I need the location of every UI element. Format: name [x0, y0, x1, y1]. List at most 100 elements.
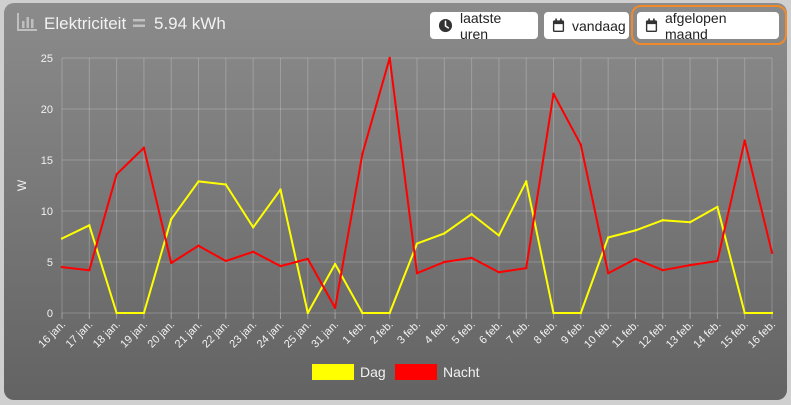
data-point-dag — [197, 180, 200, 183]
data-point-dag — [716, 205, 719, 209]
legend-swatch-nacht — [395, 364, 437, 380]
data-point-nacht — [552, 92, 555, 95]
y-tick-label: 5 — [47, 257, 53, 269]
bar-chart-icon — [16, 12, 38, 37]
x-tick-label: 18 jan. — [91, 319, 123, 351]
recent-hours-label: laatste uren — [460, 9, 502, 42]
data-point-nacht — [661, 268, 664, 272]
data-point-dag — [661, 218, 664, 222]
data-point-dag — [279, 188, 282, 191]
data-point-dag — [497, 234, 501, 237]
data-point-nacht — [333, 306, 337, 310]
data-point-nacht — [361, 152, 364, 156]
data-point-nacht — [579, 143, 583, 146]
data-point-dag — [115, 311, 118, 315]
card-header: Elektriciteit 5.94 kWh laatste uren v — [4, 3, 787, 45]
data-point-nacht — [470, 256, 473, 260]
data-point-dag — [743, 311, 746, 315]
data-point-dag — [415, 242, 419, 245]
x-tick-label: 24 jan. — [255, 319, 287, 351]
x-tick-label: 20 jan. — [146, 319, 178, 351]
data-point-dag — [88, 224, 91, 227]
total-energy-value: 5.94 kWh — [154, 14, 226, 33]
y-tick-label: 15 — [41, 155, 53, 167]
data-point-dag — [251, 226, 255, 229]
data-point-dag — [525, 180, 528, 183]
x-tick-label: 12 feb. — [637, 319, 669, 351]
data-point-dag — [770, 311, 774, 315]
data-point-dag — [470, 212, 473, 216]
data-point-nacht — [306, 257, 309, 261]
x-tick-label: 16 feb. — [746, 319, 778, 351]
data-point-dag — [579, 311, 583, 315]
x-tick-label: 5 feb. — [450, 319, 478, 347]
data-point-dag — [170, 217, 173, 221]
data-point-nacht — [743, 139, 746, 142]
data-point-nacht — [224, 259, 228, 263]
legend-label-nacht: Nacht — [443, 364, 480, 380]
legend-label-dag: Dag — [360, 364, 386, 380]
data-point-dag — [224, 183, 228, 186]
y-axis-label: W — [15, 179, 29, 191]
data-point-nacht — [88, 268, 91, 272]
data-point-nacht — [170, 261, 173, 265]
x-tick-label: 2 feb. — [368, 319, 396, 347]
data-point-dag — [606, 236, 610, 239]
today-button[interactable]: vandaag — [544, 12, 629, 39]
data-point-nacht — [388, 56, 391, 60]
calendar-icon — [645, 18, 658, 32]
data-point-dag — [60, 237, 64, 240]
data-point-dag — [634, 229, 637, 232]
electricity-line-chart: 0 5 10 15 20 25 16 jan.17 jan.18 jan.19 jan.20… — [15, 53, 778, 380]
y-tick-label: 25 — [41, 53, 53, 65]
x-tick-label: 21 jan. — [173, 319, 205, 351]
focus-ring — [631, 5, 787, 45]
legend-swatch-dag — [312, 364, 354, 380]
x-tick-label: 3 feb. — [395, 319, 423, 347]
x-tick-label: 13 feb. — [664, 319, 696, 351]
data-point-nacht — [525, 266, 528, 270]
x-tick-label: 15 feb. — [719, 319, 751, 351]
data-point-nacht — [142, 146, 146, 149]
x-tick-label: 6 feb. — [477, 319, 505, 347]
data-point-nacht — [497, 271, 501, 274]
data-point-dag — [306, 311, 309, 315]
data-point-nacht — [634, 257, 637, 261]
y-tick-label: 20 — [41, 104, 53, 116]
today-label: vandaag — [572, 17, 626, 34]
data-point-nacht — [770, 251, 774, 255]
data-point-dag — [388, 311, 391, 315]
x-tick-label: 31 jan. — [309, 319, 341, 351]
x-tick-label: 7 feb. — [504, 319, 532, 347]
y-tick-label: 10 — [41, 206, 53, 218]
x-tick-label: 4 feb. — [422, 319, 450, 347]
x-tick-label: 10 feb. — [582, 319, 614, 351]
data-point-dag — [142, 311, 146, 315]
data-point-nacht — [716, 259, 719, 263]
y-tick-label: 0 — [47, 308, 53, 320]
data-point-nacht — [251, 250, 255, 253]
x-tick-label: 17 jan. — [64, 319, 96, 351]
data-point-dag — [552, 311, 555, 315]
recent-hours-button[interactable]: laatste uren — [430, 9, 538, 42]
data-point-dag — [443, 232, 446, 235]
data-point-nacht — [279, 264, 282, 268]
x-tick-label: 16 jan. — [36, 319, 68, 351]
data-point-nacht — [197, 244, 200, 247]
data-point-dag — [688, 221, 692, 224]
x-tick-label: 22 jan. — [200, 319, 232, 351]
data-point-nacht — [606, 272, 610, 275]
data-point-nacht — [115, 173, 118, 176]
data-point-nacht — [688, 263, 692, 267]
last-month-label: afgelopen maand — [665, 9, 727, 42]
clock-icon — [438, 18, 453, 33]
x-tick-label: 23 jan. — [227, 319, 259, 351]
x-tick-label: 11 feb. — [610, 319, 642, 351]
data-point-nacht — [443, 260, 446, 264]
x-tick-label: 25 jan. — [282, 319, 314, 351]
x-tick-label: 1 feb. — [341, 319, 369, 347]
x-tick-label: 19 jan. — [118, 319, 150, 351]
electricity-card: 0 5 10 15 20 25 16 jan. 17 jan. 18 jan. 19 jan. 20… — [4, 3, 787, 400]
data-point-nacht — [60, 265, 64, 269]
last-month-button[interactable]: afgelopen maand — [637, 9, 779, 42]
